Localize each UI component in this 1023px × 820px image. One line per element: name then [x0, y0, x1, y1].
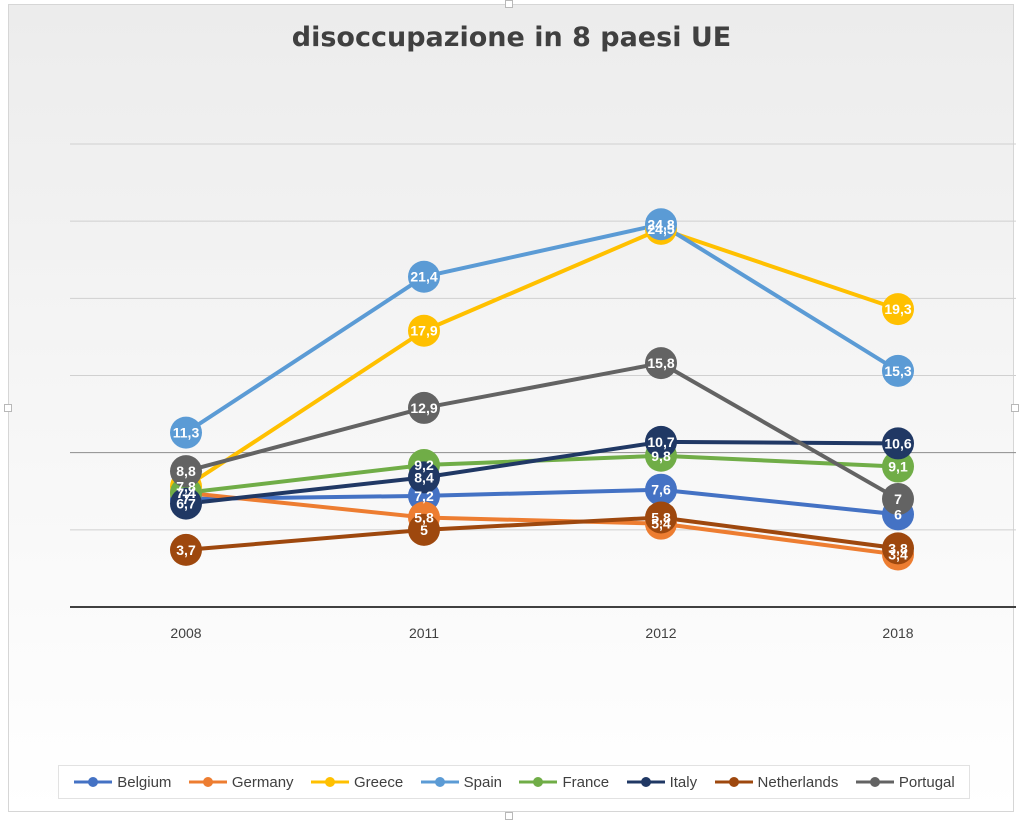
- data-point-netherlands: [645, 501, 677, 534]
- data-label-portugal: 7: [894, 491, 902, 507]
- data-point-belgium: [645, 473, 677, 506]
- data-label-spain: 11,3: [173, 425, 200, 441]
- legend-marker: [188, 777, 227, 787]
- data-point-italy: [882, 427, 914, 460]
- data-point-spain: [170, 416, 202, 449]
- data-label-belgium: 6: [894, 506, 902, 522]
- legend-label: Germany: [231, 773, 294, 791]
- data-label-germany: 3,4: [888, 547, 908, 563]
- legend-label: Spain: [463, 773, 502, 791]
- x-tick-label: 2011: [409, 625, 439, 641]
- data-label-greece: 24,5: [647, 221, 674, 237]
- data-point-greece: [408, 314, 440, 347]
- data-point-netherlands: [170, 533, 202, 566]
- legend-marker: [714, 777, 753, 787]
- legend-item-germany: Germany: [188, 774, 294, 791]
- legend-label: France: [562, 773, 610, 791]
- chart-legend: Belgium Germany Greece Spain France Italy Neth…: [58, 765, 970, 799]
- data-point-portugal: [170, 455, 202, 488]
- legend-marker: [519, 777, 558, 787]
- data-label-italy: 8,4: [414, 469, 434, 485]
- data-point-netherlands: [408, 513, 440, 546]
- legend-item-spain: Spain: [420, 774, 502, 791]
- chart-area: [8, 4, 1014, 812]
- legend-label: Greece: [353, 773, 404, 791]
- data-point-france: [882, 450, 914, 483]
- data-label-france: 9,1: [888, 459, 908, 475]
- data-label-greece: 19,3: [884, 301, 911, 317]
- legend-item-netherlands: Netherlands: [714, 773, 839, 791]
- legend-marker: [420, 777, 459, 787]
- legend-item-france: France: [518, 774, 609, 791]
- data-label-italy: 10,6: [884, 435, 911, 451]
- data-point-spain: [882, 354, 914, 387]
- data-label-netherlands: 5: [420, 522, 428, 538]
- resize-handle-right[interactable]: [1011, 404, 1019, 412]
- data-point-portugal: [645, 347, 677, 380]
- data-point-greece: [882, 293, 914, 326]
- series-line-belgium: [184, 487, 900, 517]
- data-label-netherlands: 3,8: [888, 540, 908, 556]
- series-line-italy: [184, 439, 900, 506]
- legend-label: Belgium: [117, 773, 172, 791]
- data-label-netherlands: 5,8: [651, 509, 671, 525]
- legend-label: Portugal: [898, 773, 955, 791]
- data-label-germany: 5,8: [414, 509, 434, 525]
- series-line-portugal: [184, 361, 900, 501]
- data-label-greece: 7,8: [176, 479, 196, 495]
- legend-marker: [626, 777, 665, 787]
- data-point-italy: [645, 425, 677, 458]
- data-point-spain: [408, 260, 440, 293]
- data-label-italy: 10,7: [647, 434, 674, 450]
- data-label-portugal: 12,9: [410, 400, 437, 416]
- legend-label: Italy: [669, 773, 698, 791]
- data-label-belgium: 7,2: [414, 488, 434, 504]
- x-tick-label: 2008: [170, 625, 201, 641]
- resize-handle-top[interactable]: [505, 0, 513, 8]
- legend-marker: [310, 777, 349, 787]
- series-line-spain: [184, 222, 900, 435]
- data-label-netherlands: 3,7: [176, 542, 196, 558]
- chart-title: disoccupazione in 8 paesi UE: [291, 22, 732, 53]
- legend-marker: [74, 777, 113, 787]
- data-point-italy: [408, 461, 440, 494]
- data-point-portugal: [408, 391, 440, 424]
- data-label-belgium: 7,6: [651, 482, 671, 498]
- legend-item-greece: Greece: [310, 774, 403, 791]
- data-point-portugal: [882, 482, 914, 515]
- data-label-germany: 7,4: [176, 485, 196, 501]
- data-point-netherlands: [882, 532, 914, 565]
- data-point-italy: [170, 487, 202, 520]
- data-label-italy: 6,7: [176, 496, 196, 512]
- legend-item-italy: Italy: [626, 773, 698, 791]
- data-label-france: 9,2: [414, 457, 434, 473]
- series-line-netherlands: [184, 515, 900, 552]
- legend-item-portugal: Portugal: [855, 774, 955, 791]
- series-line-germany: [184, 490, 900, 557]
- data-label-spain: 21,4: [410, 269, 437, 285]
- x-tick-label: 2018: [882, 625, 913, 641]
- x-tick-label: 2012: [645, 625, 676, 641]
- data-label-portugal: 8,8: [176, 463, 196, 479]
- series-line-greece: [184, 226, 900, 489]
- legend-label: Netherlands: [757, 773, 839, 791]
- legend-marker: [855, 777, 894, 787]
- data-label-spain: 15,3: [884, 363, 911, 379]
- data-label-spain: 24,8: [647, 216, 674, 232]
- legend-item-belgium: Belgium: [73, 774, 171, 791]
- data-label-belgium: 7: [182, 491, 190, 507]
- data-label-portugal: 15,8: [647, 355, 674, 371]
- data-label-france: 7,4: [176, 485, 196, 501]
- data-point-spain: [645, 208, 677, 241]
- resize-handle-left[interactable]: [4, 404, 12, 412]
- data-label-france: 9,8: [651, 448, 671, 464]
- data-label-germany: 5,4: [651, 516, 671, 532]
- data-label-greece: 17,9: [410, 323, 437, 339]
